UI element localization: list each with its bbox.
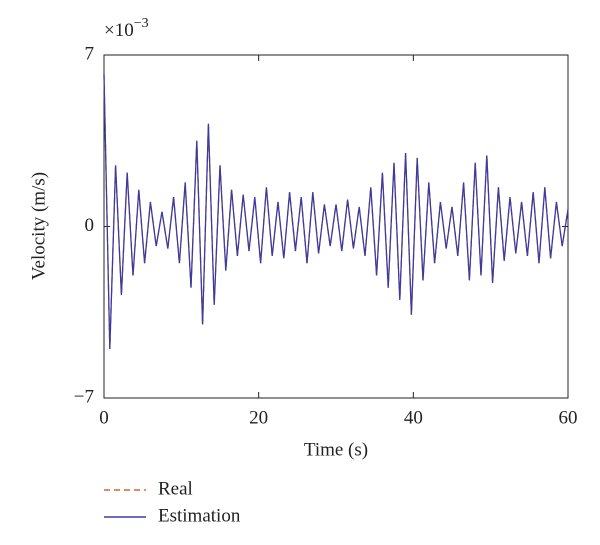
x-tick-label: 40 [404,407,423,428]
y-tick-label: 0 [85,215,95,236]
x-tick-label: 60 [559,407,578,428]
multiplier-base: ×10 [104,20,134,41]
legend-label: Estimation [158,505,241,526]
legend-label: Real [158,478,193,499]
y-tick-label: 7 [85,43,95,64]
multiplier-exponent: −3 [134,16,149,31]
data-line [103,74,569,350]
y-tick-label: −7 [74,386,94,407]
data-line [103,74,569,350]
x-tick-label: 0 [99,407,109,428]
plot-frame [103,54,569,399]
x-axis-label: Time (s) [304,439,368,460]
y-multiplier: ×10−3 [104,16,149,41]
y-axis-label: Velocity (m/s) [28,172,49,280]
x-tick-label: 20 [249,407,268,428]
